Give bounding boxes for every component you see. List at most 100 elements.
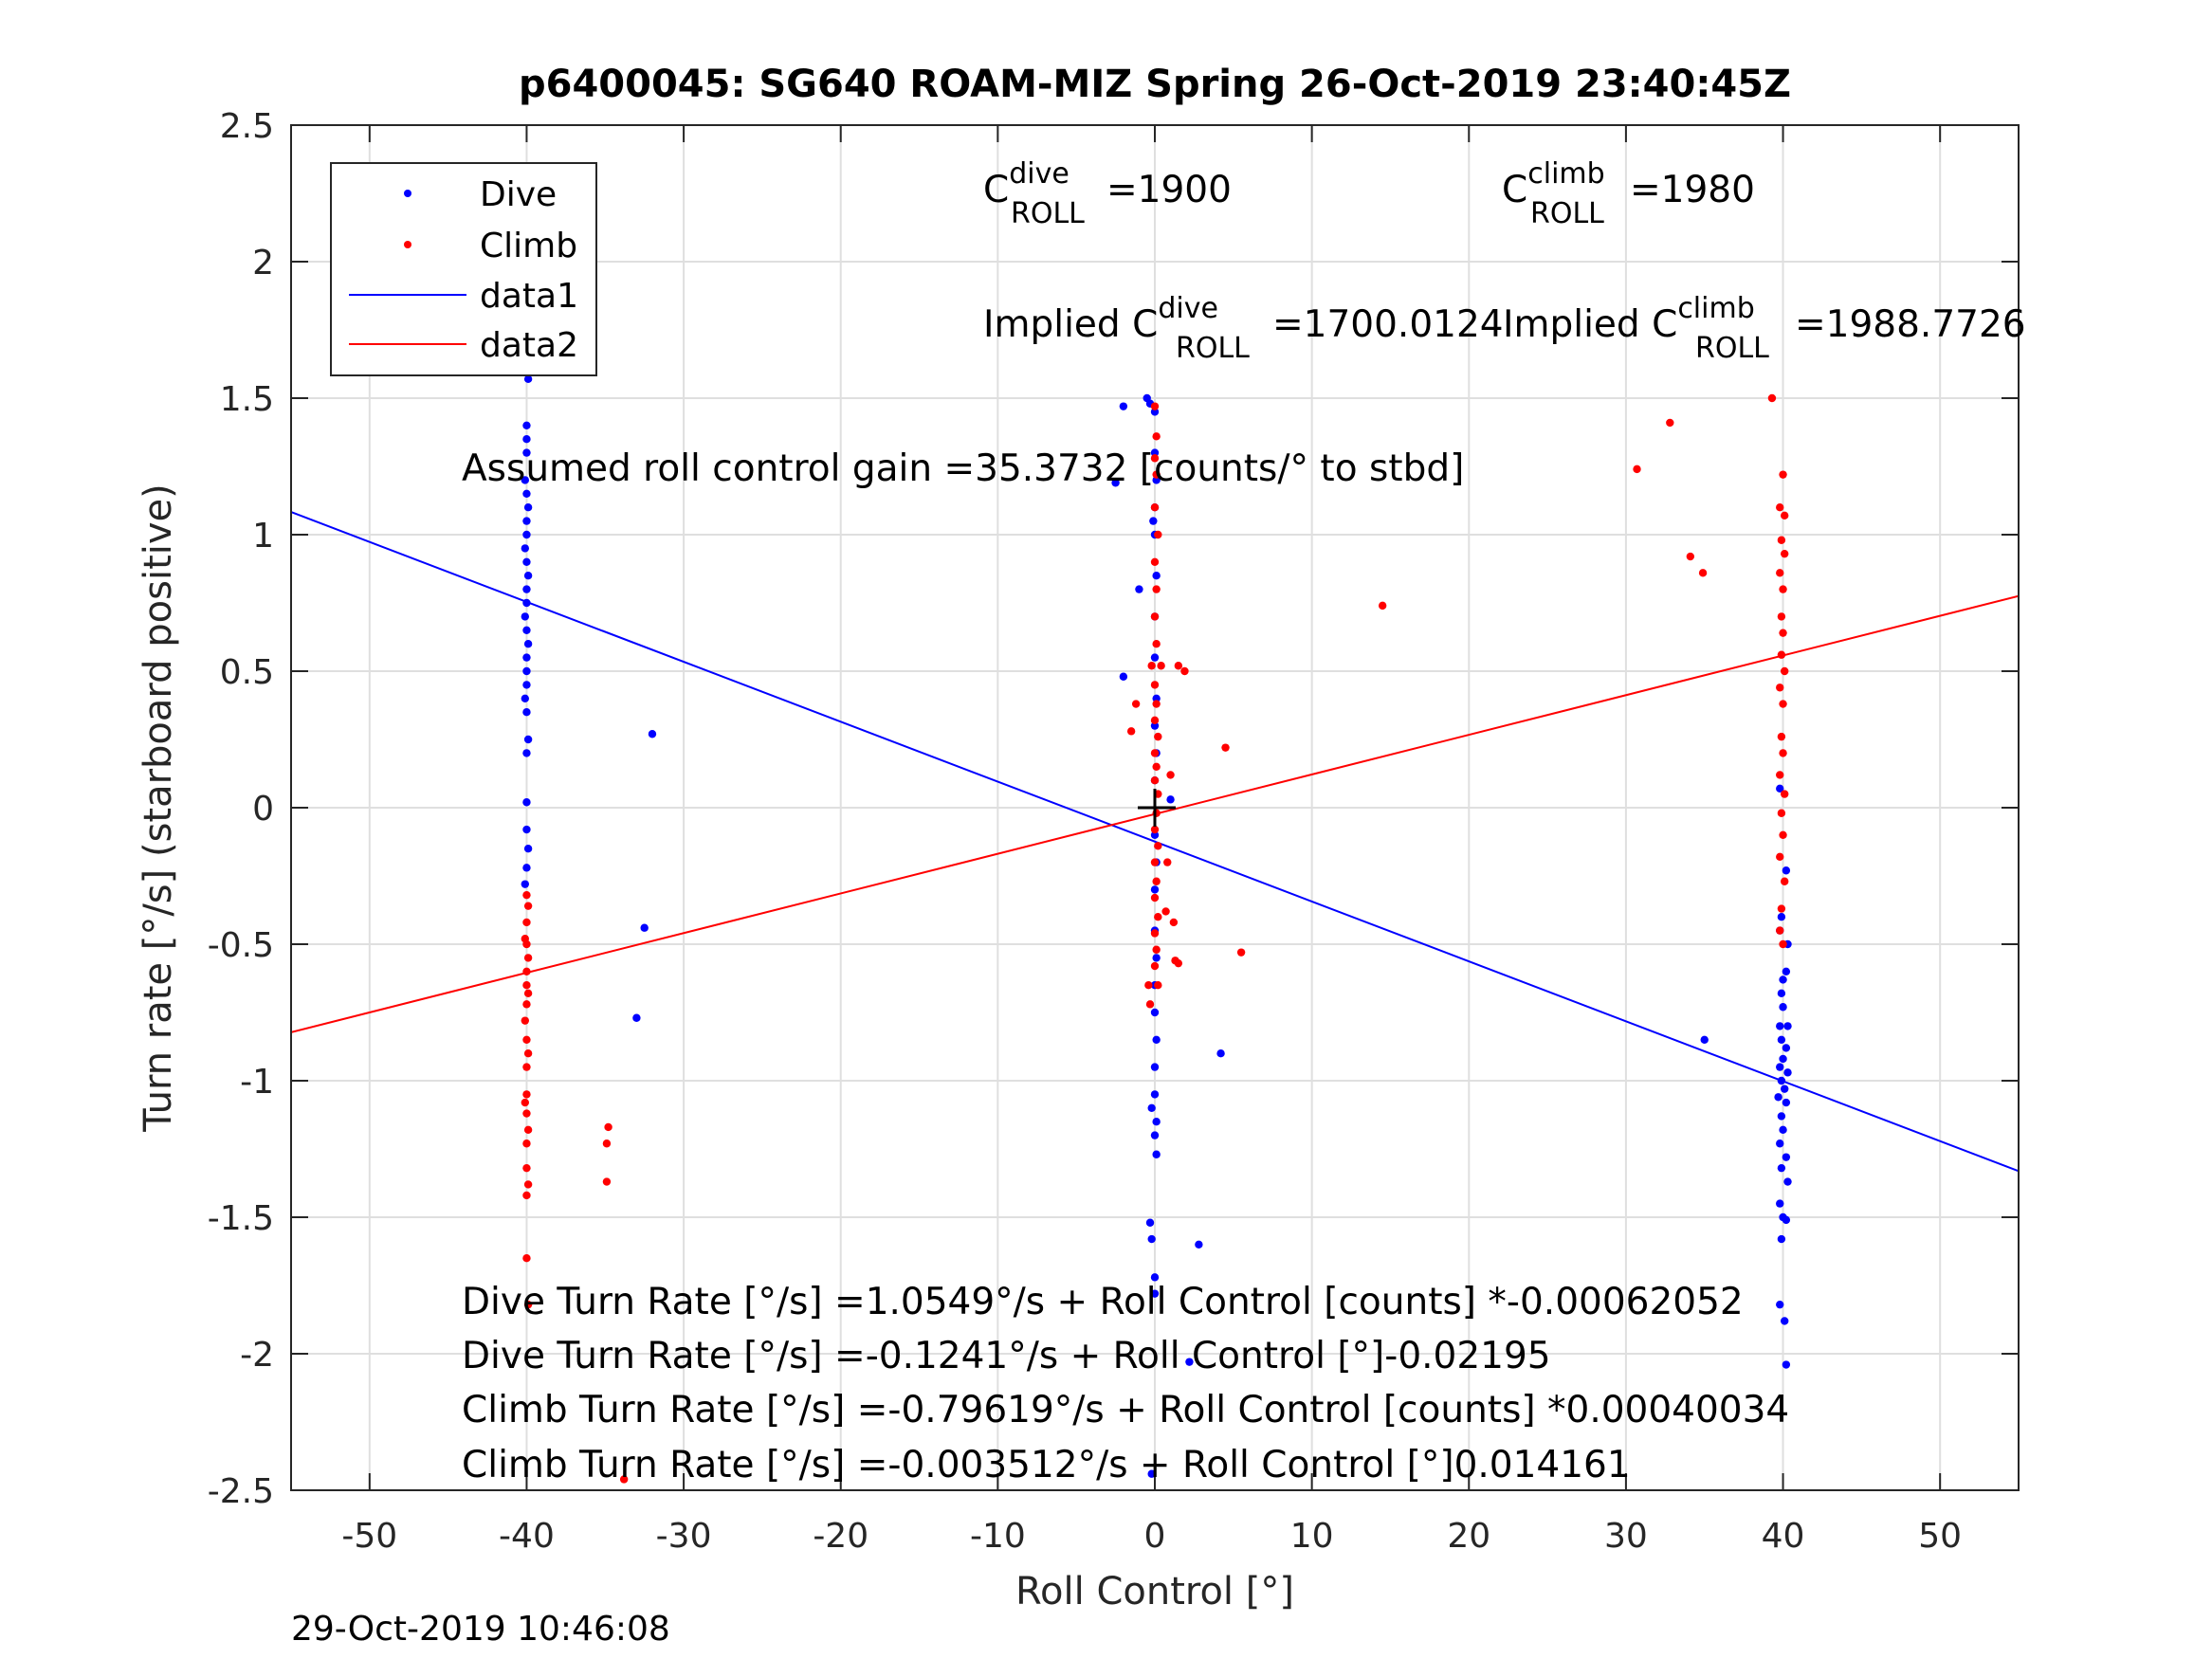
climb-point: [602, 1177, 612, 1186]
dive-point: [522, 557, 531, 566]
y-tick-label: -2: [240, 1336, 274, 1375]
climb-point: [1157, 662, 1165, 670]
implied-climb-prefix: Implied C: [1503, 303, 1677, 346]
climb-point: [1150, 825, 1160, 834]
dive-point: [522, 708, 531, 717]
climb-point: [1144, 981, 1153, 990]
dive-point: [1150, 1063, 1160, 1071]
dive-point: [1779, 1003, 1787, 1012]
dive-point: [522, 448, 531, 457]
dive-point: [522, 421, 531, 429]
dive-point: [1782, 866, 1791, 875]
climb-point: [1154, 732, 1162, 741]
climb-point: [523, 1125, 533, 1135]
y-tick-label: 0.5: [220, 653, 274, 692]
dive-point: [1782, 1360, 1791, 1369]
y-tick-label: -1: [240, 1063, 274, 1102]
dive-point: [1152, 954, 1161, 962]
climb-point: [1767, 393, 1777, 403]
y-tick-label: 1.5: [220, 380, 274, 419]
x-tick-label: 0: [1144, 1517, 1166, 1556]
climb-point: [1781, 666, 1789, 676]
dive-point: [1147, 1469, 1156, 1478]
dive-point: [521, 476, 529, 484]
dive-point: [1147, 1234, 1156, 1244]
dive-point: [1152, 476, 1161, 484]
dive-point: [1150, 653, 1160, 662]
dive-point: [522, 435, 531, 444]
climb-point: [1150, 961, 1160, 971]
climb-point: [1779, 585, 1787, 593]
climb-point: [1779, 629, 1787, 637]
dive-point: [1779, 1054, 1787, 1064]
climb-point: [1154, 530, 1162, 539]
climb-point: [1152, 700, 1161, 708]
climb-point: [1777, 809, 1786, 817]
climb-point: [1150, 776, 1160, 785]
fit-annotation-1: Dive Turn Rate [°/s] =1.0549°/s + Roll C…: [462, 1281, 1744, 1323]
dive-point: [648, 730, 657, 738]
climb-point: [1776, 684, 1784, 692]
x-tick-label: 20: [1447, 1517, 1490, 1556]
climb-point: [522, 918, 531, 927]
dive-point: [522, 530, 531, 539]
climb-point: [1781, 511, 1789, 520]
dive-point: [523, 640, 533, 648]
dive-point: [1150, 885, 1160, 894]
dive-point: [521, 694, 529, 702]
x-tick-label: 10: [1290, 1517, 1334, 1556]
dive-point: [522, 864, 531, 872]
y-tick-label: -1.5: [208, 1199, 274, 1238]
climb-point: [523, 954, 533, 962]
climb-point: [1779, 939, 1787, 949]
climb-point: [521, 1098, 529, 1107]
dive-point: [1777, 1163, 1786, 1173]
legend-data2-label: data2: [480, 326, 578, 365]
climb-point: [1779, 470, 1787, 479]
dive-point: [1777, 989, 1786, 998]
dive-point: [1150, 1131, 1160, 1139]
y-tick-label: 2.5: [220, 107, 274, 146]
dive-point: [521, 612, 529, 621]
climb-point: [522, 1090, 531, 1099]
dive-point: [640, 923, 649, 932]
x-tick-label: 40: [1762, 1517, 1805, 1556]
x-tick-label: -10: [970, 1517, 1026, 1556]
dive-point: [523, 572, 533, 580]
dive-point: [1782, 967, 1791, 975]
climb-point: [1776, 771, 1784, 779]
x-tick-label: -20: [813, 1517, 868, 1556]
c-roll-dive-annotation: Cdive ROLL =1900: [983, 157, 1232, 230]
climb-point: [1781, 790, 1789, 798]
dive-point: [1152, 1118, 1161, 1126]
dive-point: [1779, 975, 1787, 984]
dive-point: [1783, 1177, 1792, 1186]
climb-point: [1150, 612, 1160, 621]
dive-point: [1145, 1218, 1155, 1227]
climb-point: [1154, 981, 1162, 990]
dive-point: [522, 517, 531, 525]
dive-point: [1152, 572, 1161, 580]
climb-point: [1633, 465, 1641, 474]
c-roll-dive-value: =1900: [1106, 169, 1232, 211]
climb-point: [604, 1122, 612, 1132]
dive-point: [522, 585, 531, 593]
dive-point: [1777, 1076, 1786, 1085]
dive-point: [522, 798, 531, 807]
dive-point: [1783, 1068, 1792, 1077]
dive-point: [523, 845, 533, 853]
climb-point: [1152, 945, 1161, 954]
climb-point: [1147, 662, 1156, 670]
climb-point: [522, 939, 531, 949]
y-tick-labels: -2.5 -2 -1.5 -1 -0.5 0 0.5 1 1.5 2 2.5: [208, 107, 274, 1511]
climb-point: [1150, 454, 1160, 463]
c-roll-climb-annotation: Cclimb ROLL =1980: [1502, 157, 1755, 230]
climb-point: [602, 1139, 612, 1148]
climb-point: [522, 1191, 531, 1200]
implied-dive-sub: ROLL: [1176, 332, 1250, 365]
climb-point: [1161, 907, 1170, 916]
dive-point: [1782, 1044, 1791, 1052]
climb-point: [1152, 877, 1161, 885]
climb-point: [1154, 842, 1162, 850]
dive-point: [1781, 1085, 1789, 1093]
